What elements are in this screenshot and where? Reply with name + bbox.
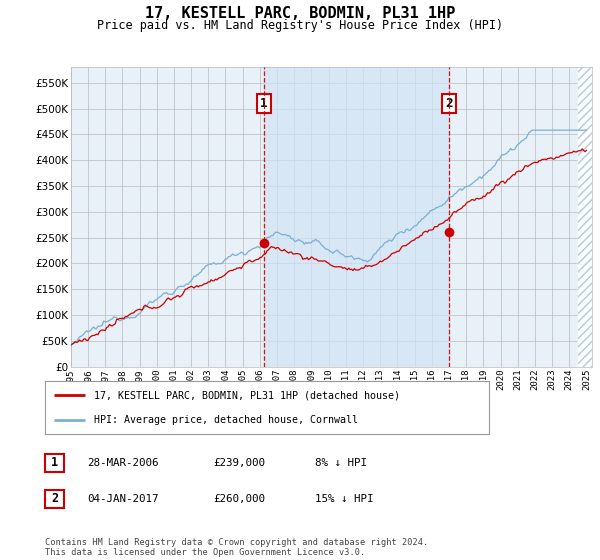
- Text: 17, KESTELL PARC, BODMIN, PL31 1HP: 17, KESTELL PARC, BODMIN, PL31 1HP: [145, 6, 455, 21]
- Text: 17, KESTELL PARC, BODMIN, PL31 1HP (detached house): 17, KESTELL PARC, BODMIN, PL31 1HP (deta…: [94, 390, 400, 400]
- Text: HPI: Average price, detached house, Cornwall: HPI: Average price, detached house, Corn…: [94, 414, 358, 424]
- Text: 8% ↓ HPI: 8% ↓ HPI: [315, 458, 367, 468]
- Text: 1: 1: [260, 97, 268, 110]
- Text: Contains HM Land Registry data © Crown copyright and database right 2024.
This d: Contains HM Land Registry data © Crown c…: [45, 538, 428, 557]
- Text: 1: 1: [51, 456, 58, 469]
- Text: 28-MAR-2006: 28-MAR-2006: [87, 458, 158, 468]
- Text: 2: 2: [51, 492, 58, 506]
- Text: Price paid vs. HM Land Registry's House Price Index (HPI): Price paid vs. HM Land Registry's House …: [97, 19, 503, 32]
- Text: 2: 2: [445, 97, 453, 110]
- Text: 15% ↓ HPI: 15% ↓ HPI: [315, 494, 373, 504]
- Text: £239,000: £239,000: [213, 458, 265, 468]
- Bar: [264, 67, 449, 367]
- Text: 04-JAN-2017: 04-JAN-2017: [87, 494, 158, 504]
- Text: £260,000: £260,000: [213, 494, 265, 504]
- Bar: [578, 67, 600, 367]
- Bar: [578, 67, 600, 367]
